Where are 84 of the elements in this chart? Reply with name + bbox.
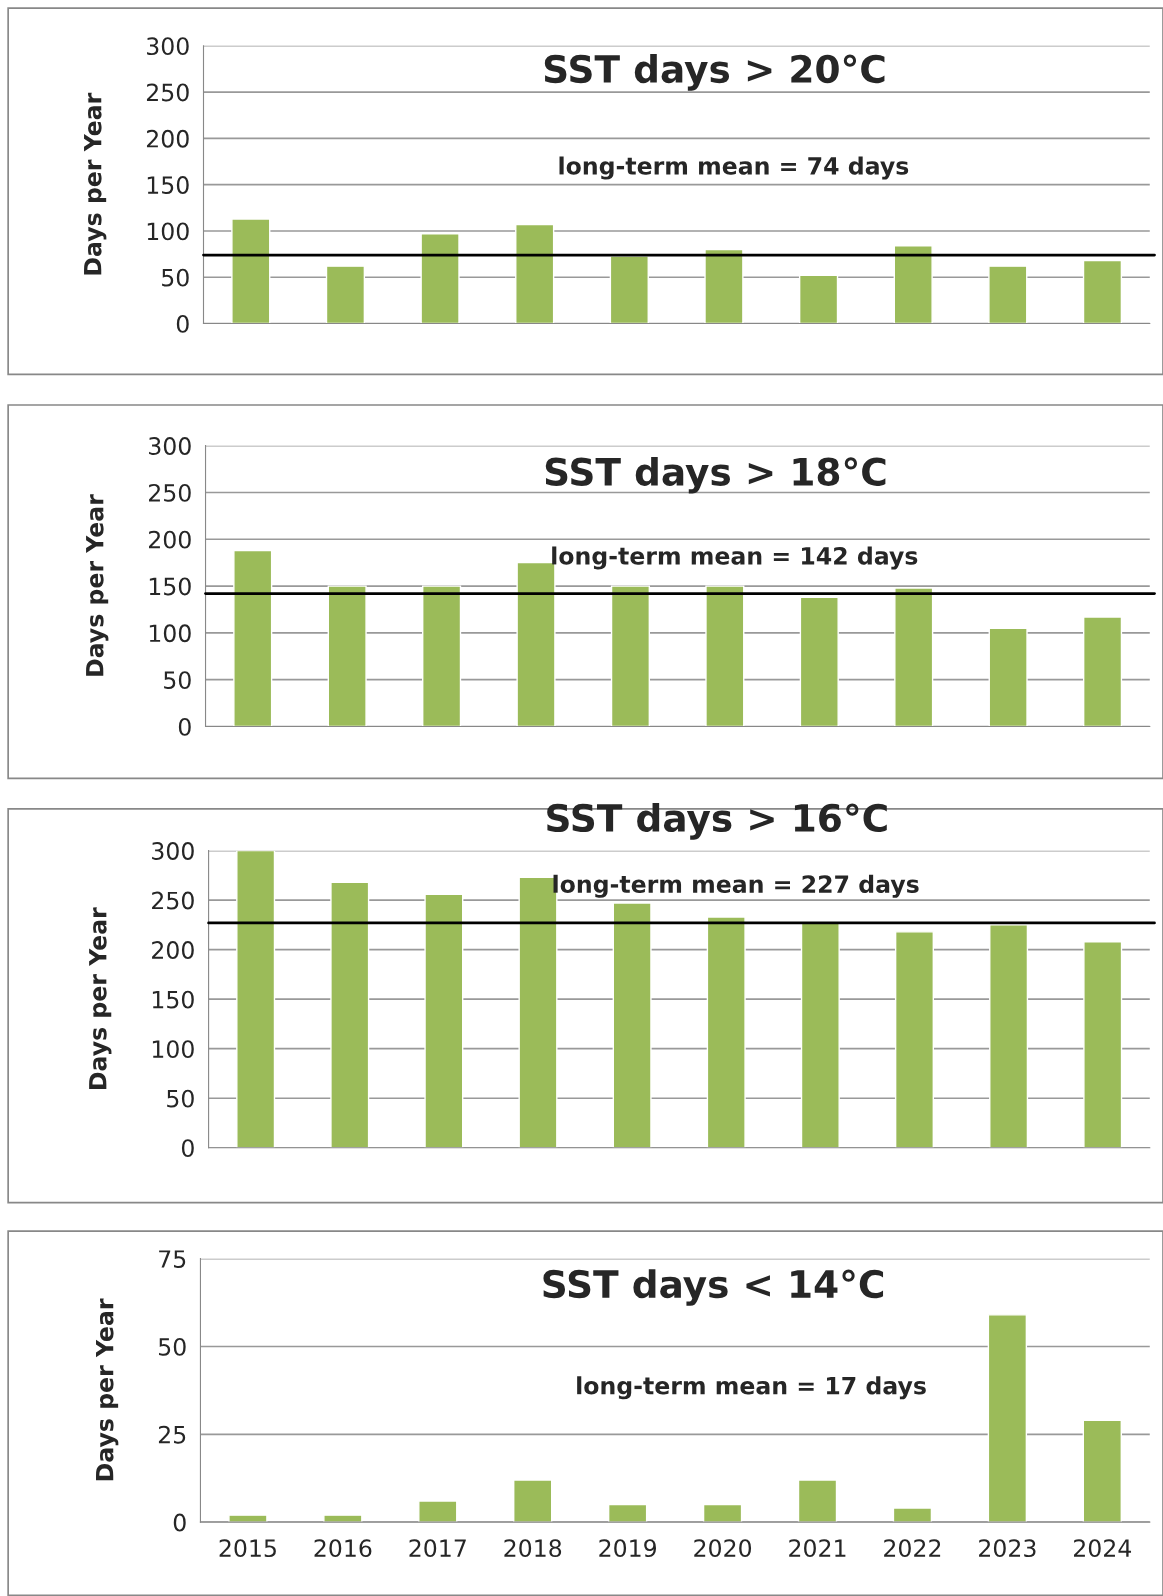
x-tick-label: 2017 [409,1539,466,1558]
bar [422,585,462,727]
chart-title: SST days > 16°C [547,803,887,840]
y-tick-label: 0 [178,717,191,736]
chart-title: SST days > 20°C [544,54,885,91]
bar [1082,616,1123,727]
bar [800,922,840,1148]
bar [607,1503,648,1523]
bar [706,916,746,1148]
bar [705,585,745,727]
bar [515,223,555,324]
bar [798,274,839,324]
bar [1083,941,1123,1148]
y-axis-title: Days per Year [84,92,107,275]
bar [894,587,934,727]
x-tick-label: 2022 [884,1539,941,1558]
annotation: long-term mean = 17 days [577,1376,926,1400]
y-tick-label: 250 [152,891,194,910]
x-tick-label: 2019 [599,1539,657,1558]
y-tick-label: 150 [149,577,191,596]
y-tick-label: 50 [167,1089,194,1108]
y-tick-label: 300 [152,842,194,860]
x-tick-label: 2016 [314,1539,372,1558]
bar [989,924,1029,1148]
y-tick-label: 100 [152,1040,194,1059]
y-tick-label: 50 [162,268,189,287]
y-tick-label: 300 [147,37,189,56]
bar [702,1503,743,1523]
bar [1082,259,1123,324]
bar [610,585,651,727]
bar [609,255,649,324]
bar [988,265,1028,324]
bar [988,627,1028,727]
chart-title: SST days > 18°C [545,456,886,494]
y-tick-label: 200 [152,941,194,959]
ref-line-label: long-term mean = 142 days [552,546,918,570]
bar [228,1514,268,1523]
y-tick-label: 200 [146,129,189,148]
y-axis-title: Days per Year [86,494,109,676]
y-tick-label: 250 [149,483,191,502]
y-tick-label: 100 [149,624,191,643]
bar [323,1514,363,1523]
y-tick-label: 250 [146,83,189,102]
ref-line-label: long-term mean = 74 days [559,156,909,180]
bar [987,1314,1028,1523]
chart-title: SST days < 14°C [543,1269,884,1306]
bar [236,850,276,1148]
bar [418,1500,458,1523]
y-tick-label: 50 [159,1337,186,1356]
y-tick-label: 100 [147,222,189,241]
bar [612,902,652,1148]
y-tick-label: 0 [181,1139,194,1158]
bar [231,218,271,324]
x-tick-label: 2024 [1073,1539,1132,1558]
bar [892,1507,933,1523]
bar [894,931,934,1148]
y-tick-label: 0 [176,315,189,333]
bar [1082,1419,1122,1523]
bar [233,549,273,727]
bar [325,265,366,324]
bar [799,596,839,727]
x-tick-label: 2023 [979,1539,1036,1558]
bar [704,248,744,324]
y-axis-title: Days per Year [89,907,112,1089]
y-tick-label: 150 [147,176,189,194]
bar [893,245,933,324]
x-tick-label: 2021 [789,1539,846,1558]
y-tick-label: 200 [149,530,191,549]
bar [513,1479,553,1523]
y-tick-label: 150 [152,990,194,1009]
y-tick-label: 300 [149,437,191,455]
y-axis-title: Days per Year [96,1298,119,1481]
bar [797,1479,838,1523]
x-tick-label: 2018 [504,1539,562,1558]
bar [420,233,460,324]
y-tick-label: 50 [164,671,191,689]
bar [424,893,464,1148]
y-tick-label: 75 [159,1250,186,1268]
bar [330,881,370,1148]
x-tick-label: 2020 [694,1539,752,1558]
y-tick-label: 0 [173,1513,186,1532]
x-tick-label: 2015 [219,1539,276,1558]
y-tick-label: 25 [158,1425,186,1444]
bar [327,585,367,727]
